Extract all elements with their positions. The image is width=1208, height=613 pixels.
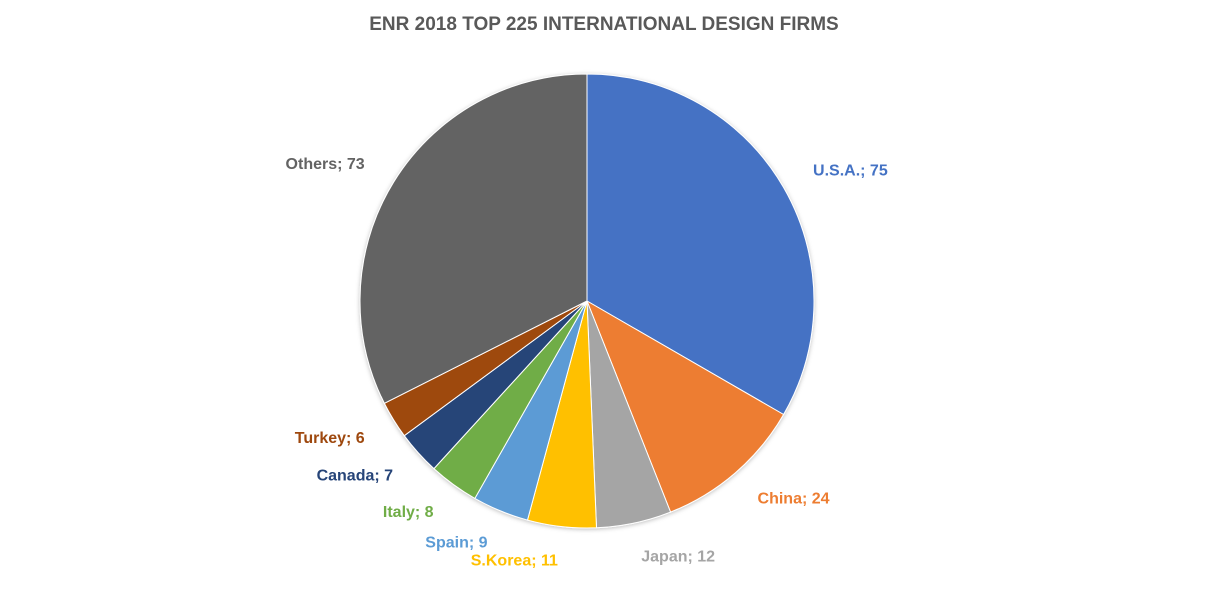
chart-title: ENR 2018 TOP 225 INTERNATIONAL DESIGN FI… (369, 14, 839, 35)
pie-slice-u-s-a (586, 73, 815, 416)
data-label-japan: Japan; 12 (641, 548, 715, 565)
data-label-china: China; 24 (758, 491, 830, 508)
data-label-u-s-a: U.S.A.; 75 (813, 163, 888, 180)
data-label-s-korea: S.Korea; 11 (471, 552, 558, 569)
data-label-canada: Canada; 7 (317, 468, 394, 485)
pie-slice-china (586, 299, 785, 513)
data-label-spain: Spain; 9 (425, 534, 487, 551)
pie-slice-others (359, 73, 588, 405)
data-label-others: Others; 73 (286, 156, 365, 173)
data-label-turkey: Turkey; 6 (295, 430, 365, 447)
data-label-italy: Italy; 8 (383, 504, 434, 521)
pie-slices (359, 73, 815, 529)
